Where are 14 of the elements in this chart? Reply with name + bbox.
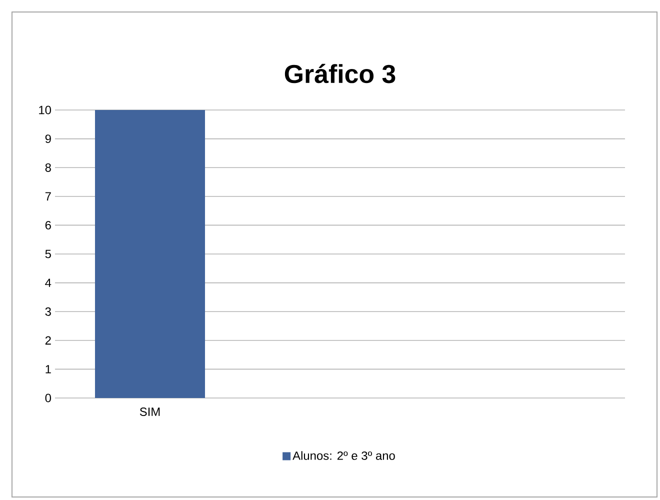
y-tick-label: 9 bbox=[45, 134, 51, 144]
y-tick-label: 2 bbox=[45, 336, 51, 345]
y-tick-label: 10 bbox=[39, 106, 52, 114]
y-tick-label: 0 bbox=[45, 394, 52, 402]
y-tick-label: 7 bbox=[45, 192, 51, 201]
y-tick-label: 6 bbox=[45, 220, 51, 230]
x-tick-label: SIM bbox=[140, 408, 160, 416]
y-tick-label: 8 bbox=[45, 163, 51, 172]
y-tick-label: 5 bbox=[45, 250, 51, 258]
chart-title: Gráfico 3 bbox=[284, 64, 396, 84]
y-tick-label: 4 bbox=[45, 278, 52, 287]
y-tick-label: 1 bbox=[46, 365, 51, 374]
y-tick-label: 3 bbox=[45, 307, 51, 316]
legend-label: Alunos: 2º e 3º ano bbox=[292, 451, 395, 460]
